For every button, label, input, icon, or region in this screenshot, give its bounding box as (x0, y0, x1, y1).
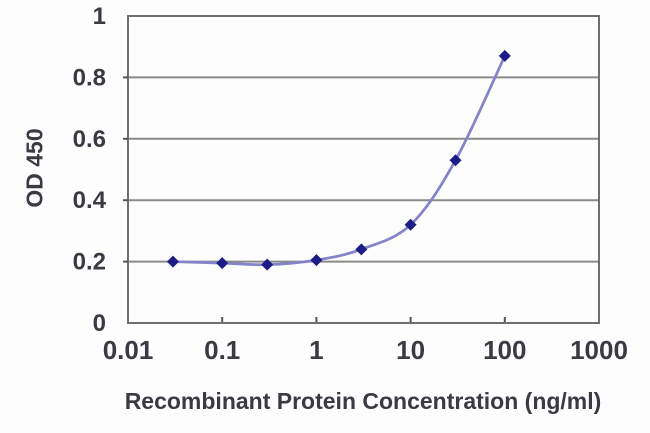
y-tick-label: 1 (93, 3, 106, 30)
y-tick-label: 0.8 (73, 64, 106, 91)
data-point-marker (310, 254, 323, 267)
data-point-marker (404, 218, 417, 231)
data-point-marker (355, 243, 368, 256)
plot-border (127, 15, 600, 324)
x-axis-title: Recombinant Protein Concentration (ng/ml… (124, 388, 602, 414)
y-axis-title: OD 450 (21, 128, 48, 208)
data-point-marker (216, 257, 229, 270)
y-tick-label: 0.2 (73, 249, 106, 276)
data-point-marker (261, 258, 274, 271)
x-tick-label: 0.01 (103, 335, 154, 365)
x-tick-label: 0.1 (204, 335, 240, 365)
x-tick-label: 10 (396, 335, 425, 365)
x-tick-label: 100 (483, 335, 526, 365)
data-point-marker (449, 154, 462, 167)
data-point-marker (166, 255, 179, 268)
y-tick-label: 0.6 (73, 126, 106, 153)
data-point-marker (498, 49, 511, 62)
y-tick-label: 0 (93, 310, 106, 337)
x-tick-label: 1000 (570, 335, 628, 365)
y-tick-label: 0.4 (73, 187, 107, 214)
x-tick-label: 1 (309, 335, 323, 365)
